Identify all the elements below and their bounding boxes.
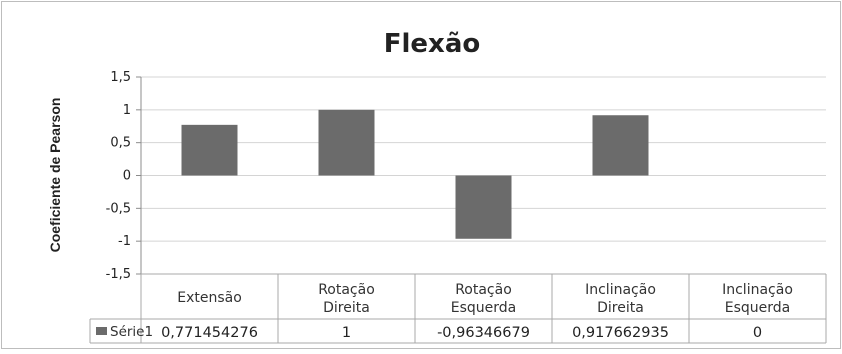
bar-2 (455, 175, 512, 239)
y-tick-label: 0,5 (110, 136, 131, 151)
text-labels: 1,5 1 0,5 0 -0,5 -1 -1,5 Extensão 0,771454276 Rot… (106, 70, 793, 341)
y-tick-label: -0,5 (106, 201, 131, 216)
bar-3 (592, 115, 649, 176)
chart-title: Flexão (384, 29, 480, 59)
y-tick-label: -1,5 (106, 267, 131, 282)
category-label: Esquerda (725, 300, 791, 316)
y-tick-label: 0 (123, 169, 131, 184)
category-label: Extensão (177, 290, 242, 306)
value-cell: 1 (342, 325, 351, 341)
category-label: Direita (323, 300, 370, 316)
category-label: Inclinação (585, 282, 656, 298)
value-cell: 0,771454276 (161, 325, 258, 341)
value-cell: 0 (753, 325, 762, 341)
y-tick-label: 1,5 (110, 70, 131, 85)
bar-1 (318, 109, 375, 176)
y-axis-title: Coeficiente de Pearson (47, 98, 63, 253)
category-label: Rotação (455, 282, 512, 298)
category-label: Inclinação (722, 282, 793, 298)
legend-key (96, 327, 107, 335)
category-label: Esquerda (451, 300, 517, 316)
bars (96, 109, 649, 335)
legend-label: Série1 (110, 324, 153, 340)
y-tick-label: 1 (123, 103, 131, 118)
value-cell: 0,917662935 (572, 325, 669, 341)
data-table (89, 273, 827, 344)
bar-0 (181, 124, 238, 176)
y-tick-label: -1 (118, 234, 131, 249)
category-label: Rotação (318, 282, 375, 298)
category-label: Direita (597, 300, 644, 316)
value-cell: -0,96346679 (437, 325, 530, 341)
